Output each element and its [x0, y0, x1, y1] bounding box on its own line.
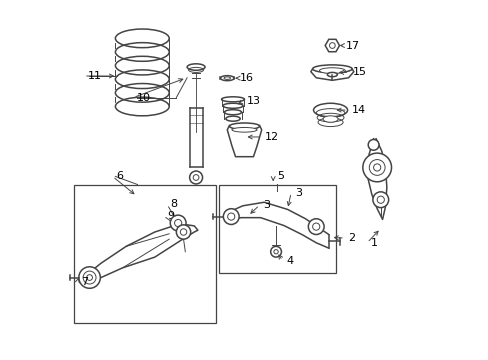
Bar: [74, 185, 215, 323]
Bar: [219, 185, 335, 273]
Circle shape: [180, 229, 186, 235]
Ellipse shape: [224, 77, 230, 80]
Ellipse shape: [319, 68, 345, 73]
Ellipse shape: [231, 127, 257, 132]
Text: 3: 3: [263, 200, 269, 210]
Ellipse shape: [323, 116, 337, 122]
Text: 4: 4: [285, 256, 293, 266]
Circle shape: [372, 192, 388, 208]
Text: 3: 3: [294, 188, 301, 198]
Ellipse shape: [229, 123, 259, 130]
Text: 11: 11: [87, 71, 101, 81]
Text: 15: 15: [352, 67, 366, 77]
Circle shape: [367, 139, 378, 150]
Circle shape: [362, 153, 391, 182]
Ellipse shape: [221, 97, 244, 102]
Text: 14: 14: [351, 105, 365, 115]
Ellipse shape: [223, 103, 243, 108]
Circle shape: [86, 275, 92, 280]
Text: 16: 16: [239, 73, 253, 83]
Circle shape: [308, 219, 324, 234]
Ellipse shape: [224, 110, 241, 115]
Text: 9: 9: [167, 211, 174, 221]
Circle shape: [329, 42, 335, 48]
Circle shape: [368, 159, 384, 175]
Text: 12: 12: [265, 132, 279, 142]
Circle shape: [170, 215, 185, 231]
Ellipse shape: [225, 116, 240, 121]
Text: 8: 8: [170, 199, 177, 210]
Text: 1: 1: [370, 238, 377, 248]
Circle shape: [174, 220, 182, 226]
Text: 17: 17: [345, 41, 359, 50]
Circle shape: [79, 267, 100, 288]
Circle shape: [176, 225, 190, 239]
Circle shape: [376, 196, 384, 203]
Ellipse shape: [326, 72, 337, 77]
Circle shape: [189, 171, 202, 184]
Ellipse shape: [220, 76, 234, 81]
Text: 10: 10: [137, 93, 151, 103]
Text: 13: 13: [246, 96, 261, 106]
Circle shape: [193, 175, 199, 180]
Circle shape: [270, 246, 281, 257]
Circle shape: [373, 164, 380, 171]
Circle shape: [223, 209, 239, 225]
Ellipse shape: [313, 103, 347, 117]
Text: 6: 6: [116, 171, 123, 181]
Text: 5: 5: [276, 171, 283, 181]
Text: 2: 2: [348, 233, 355, 243]
Ellipse shape: [312, 65, 351, 73]
Circle shape: [273, 249, 278, 254]
Circle shape: [312, 223, 319, 230]
Circle shape: [83, 271, 96, 284]
Text: 7: 7: [81, 277, 88, 287]
Circle shape: [227, 213, 234, 220]
